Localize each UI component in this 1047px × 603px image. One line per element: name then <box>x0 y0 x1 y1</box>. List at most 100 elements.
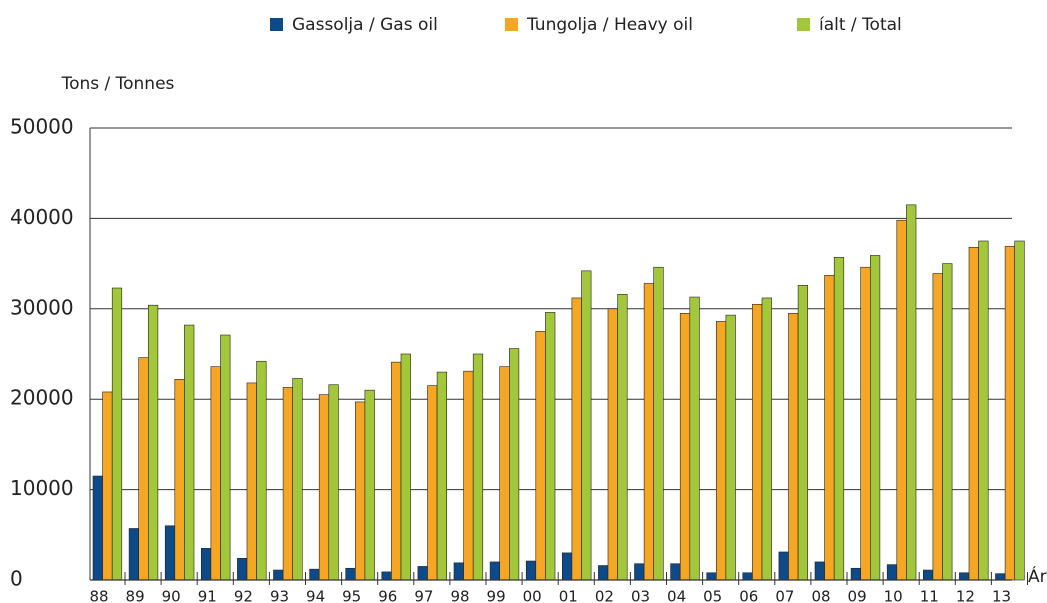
bar <box>942 263 953 581</box>
bar <box>725 314 736 581</box>
bar <box>381 571 392 581</box>
bar <box>850 567 861 581</box>
y-tick-label: 10000 <box>10 476 74 500</box>
x-tick-label: 02 <box>595 588 614 603</box>
bar <box>246 382 257 581</box>
bar <box>309 568 320 581</box>
x-tick-label: 94 <box>306 588 325 603</box>
bar <box>220 334 231 581</box>
bar <box>860 266 871 581</box>
bar <box>364 389 375 581</box>
bar <box>472 353 484 581</box>
y-tick-label: 50000 <box>10 115 74 139</box>
x-tick-label: 93 <box>270 588 289 603</box>
bar <box>453 562 464 581</box>
y-tick-label: 40000 <box>10 205 74 229</box>
bar <box>886 564 898 581</box>
bar <box>797 284 808 581</box>
bar <box>761 297 772 581</box>
legend-swatch <box>505 18 518 31</box>
x-tick-label: 88 <box>89 588 108 603</box>
legend-label: Tungolja / Heavy oil <box>526 15 693 35</box>
bar <box>525 560 537 581</box>
x-tick-label: 07 <box>775 588 794 603</box>
bar <box>345 567 356 581</box>
bar <box>689 296 700 581</box>
bar <box>598 565 609 581</box>
bar <box>417 566 428 581</box>
bar <box>463 370 474 581</box>
bar <box>581 270 592 581</box>
bar <box>210 366 221 581</box>
legend-swatch <box>797 18 810 31</box>
bar <box>978 240 989 581</box>
x-tick-label: 00 <box>523 588 542 603</box>
x-tick-label: 12 <box>956 588 975 603</box>
x-tick-label: 89 <box>126 588 145 603</box>
bar <box>102 391 113 581</box>
bar <box>256 360 267 581</box>
x-axis-label: Ár <box>1028 565 1047 587</box>
bar <box>607 308 618 581</box>
bar <box>643 283 654 581</box>
x-tick-label: 90 <box>162 588 181 603</box>
bar <box>752 303 763 581</box>
bar <box>391 361 402 581</box>
x-tick-label: 97 <box>414 588 433 603</box>
bar <box>706 572 717 581</box>
bar <box>742 572 753 581</box>
x-tick-label: 09 <box>848 588 867 603</box>
bar <box>922 569 934 581</box>
x-tick-label: 10 <box>884 588 903 603</box>
x-tick-label: 13 <box>992 588 1011 603</box>
bar <box>715 321 727 581</box>
bar <box>282 387 294 581</box>
bar <box>535 331 546 581</box>
y-axis-label: Tons / Tonnes <box>61 74 175 94</box>
bar <box>571 297 582 581</box>
x-tick-label: 04 <box>667 588 686 603</box>
y-tick-label: 20000 <box>10 386 74 410</box>
bar <box>653 266 664 581</box>
bar <box>670 563 681 581</box>
x-tick-label: 08 <box>811 588 830 603</box>
x-tick-label: 01 <box>559 588 578 603</box>
legend-label: íalt / Total <box>819 15 902 35</box>
bar <box>968 247 979 581</box>
bar <box>545 312 556 581</box>
bar <box>400 353 411 581</box>
bar <box>128 528 140 581</box>
y-tick-label: 0 <box>10 567 23 591</box>
bar <box>814 561 825 581</box>
bar <box>1004 246 1015 581</box>
x-tick-label: 99 <box>487 588 506 603</box>
bar <box>869 255 881 581</box>
x-tick-label: 91 <box>198 588 217 603</box>
bar <box>617 294 628 581</box>
bar <box>354 401 366 581</box>
bar <box>561 552 573 581</box>
bar <box>436 371 448 581</box>
bar <box>1014 240 1025 581</box>
bar <box>499 366 510 581</box>
bar <box>896 219 907 581</box>
bar <box>788 313 799 581</box>
x-tick-label: 95 <box>342 588 361 603</box>
bar <box>824 275 835 581</box>
bar <box>148 304 159 581</box>
bar <box>679 313 691 581</box>
bar <box>427 385 438 581</box>
legend-swatch <box>270 18 283 31</box>
bar <box>292 378 303 581</box>
bar <box>634 563 645 581</box>
bar <box>932 273 943 581</box>
bar <box>174 379 185 581</box>
bar <box>995 573 1006 581</box>
bar <box>237 558 248 581</box>
bar <box>489 561 501 581</box>
y-tick-label: 30000 <box>10 295 74 319</box>
bar <box>164 525 176 581</box>
bar <box>184 324 195 581</box>
bar <box>111 287 123 581</box>
bar <box>92 475 103 581</box>
